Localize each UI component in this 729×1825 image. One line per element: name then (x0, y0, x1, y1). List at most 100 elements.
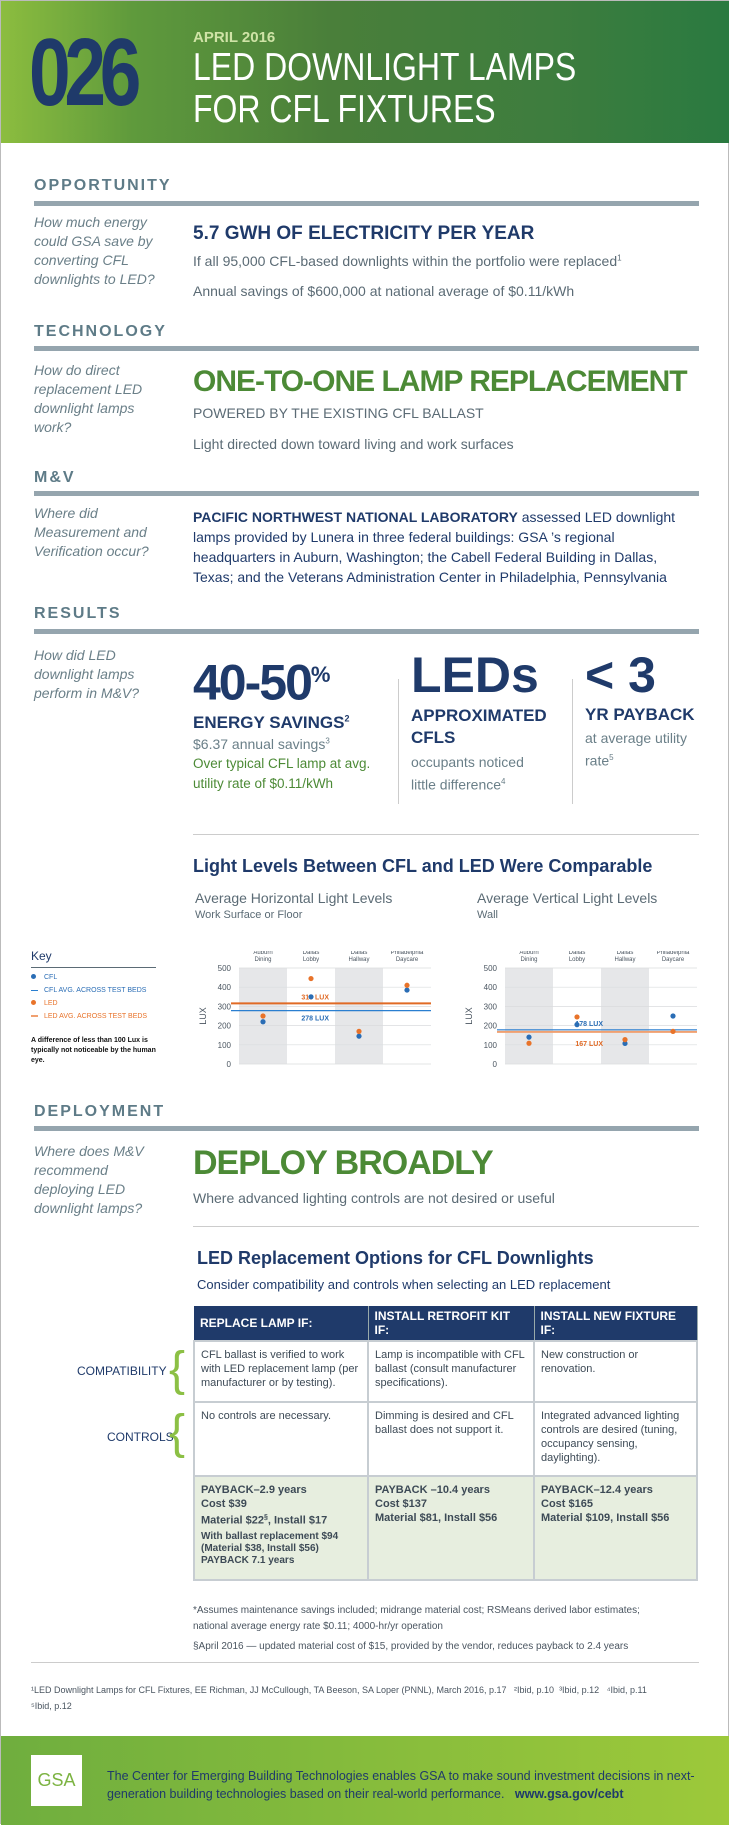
vertical-light-chart: AuburnDiningDallasLobbyDallasHallwayPhil… (464, 951, 697, 1069)
category-label: Lobby (303, 957, 319, 963)
chart1-subtitle: Work Surface or Floor (195, 909, 303, 921)
horizontal-light-chart: AuburnDiningDallasLobbyDallasHallwayPhil… (198, 951, 431, 1069)
category-band (335, 968, 383, 1064)
stat-energy-savings: 40-50% ENERGY SAVINGS2 $6.37 annual savi… (193, 649, 393, 794)
y-tick-label: 200 (218, 1022, 232, 1031)
y-tick-label: 100 (484, 1041, 498, 1050)
results-question: How did LED downlight lamps perform in M… (34, 647, 140, 701)
header-banner: 026 APRIL 2016 LED DOWNLIGHT LAMPS FOR CF… (1, 1, 729, 143)
row-label-compatibility: COMPATIBILITY (77, 1364, 167, 1378)
led-point (526, 1040, 532, 1046)
key-item: LED (44, 1000, 58, 1007)
average-label: 178 LUX (575, 1021, 603, 1028)
led-point (574, 1014, 580, 1020)
report-title: LED DOWNLIGHT LAMPS FOR CFL FIXTURES (193, 47, 685, 131)
stat-big: < 3 (585, 647, 656, 703)
technology-sub: POWERED BY THE EXISTING CFL BALLAST (193, 405, 484, 421)
category-label: Philadelphia (391, 951, 424, 956)
table-row-controls: No controls are necessary. Dimming is de… (193, 1401, 698, 1477)
section-rule (34, 491, 699, 496)
key-item: CFL (44, 974, 58, 981)
report-number: 026 (29, 19, 141, 126)
install: , Install $17 (267, 1514, 328, 1527)
opportunity-question: How much energy could GSA save by conver… (34, 214, 155, 287)
options-table: REPLACE LAMP IF: INSTALL RETROFIT KIT IF… (193, 1306, 698, 1581)
stat-line2: Over typical CFL lamp at avg. utility ra… (193, 755, 371, 791)
divider (193, 834, 699, 835)
brace-icon: { (169, 1406, 186, 1459)
y-axis-label: LUX (198, 1007, 208, 1025)
footnote-ref: 5 (609, 753, 614, 762)
line1-text: If all 95,000 CFL-based downlights withi… (193, 253, 618, 269)
table-cell: New construction or renovation. (533, 1340, 698, 1403)
led-line-icon (31, 1015, 38, 1018)
chart2-title: Average Vertical Light Levels (477, 890, 658, 906)
y-tick-label: 400 (218, 983, 232, 992)
category-label: Dining (254, 957, 271, 963)
chart2-subtitle: Wall (477, 909, 498, 921)
table-header-row: REPLACE LAMP IF: INSTALL RETROFIT KIT IF… (194, 1306, 698, 1341)
table-cell: PAYBACK–12.4 years Cost $165 Material $109… (533, 1475, 698, 1581)
divider (398, 679, 399, 804)
col-header: REPLACE LAMP IF: (194, 1306, 369, 1341)
key-item: CFL AVG. ACROSS TEST BEDS (44, 987, 147, 994)
footer-link[interactable]: www.gsa.gov/cebt (514, 1787, 624, 1801)
footer-text: The Center for Emerging Building Technol… (107, 1767, 707, 1803)
footnote-ref: 3 (325, 736, 330, 745)
chart1-title: Average Horizontal Light Levels (195, 890, 393, 906)
y-tick-label: 300 (484, 1002, 498, 1011)
gsa-logo: GSA (31, 1755, 82, 1806)
cfl-line-icon (31, 989, 38, 991)
stat-line1: at average utility rate (585, 730, 687, 769)
section-rule (34, 1126, 699, 1131)
average-label: 167 LUX (575, 1041, 603, 1048)
install: , Install $56 (610, 1512, 670, 1524)
opportunity-line2: Annual savings of $600,000 at national a… (193, 283, 575, 299)
section-mv: M&V (34, 469, 76, 486)
table-note-2: §April 2016 — updated material cost of $… (193, 1641, 629, 1652)
table-cell: Dimming is desired and CFL ballast does … (367, 1401, 535, 1477)
citation-line-1: ¹LED Downlight Lamps for CFL Fixtures, E… (31, 1685, 647, 1695)
y-tick-label: 0 (227, 1060, 232, 1069)
section-deployment: DEPLOYMENT (34, 1103, 166, 1120)
category-label: Auburn (253, 951, 272, 956)
chart-key: Key CFL CFL AVG. ACROSS TEST BEDS LED LE… (31, 949, 156, 1066)
cost: Cost $137 (375, 1498, 427, 1510)
mv-text: PACIFIC NORTHWEST NATIONAL LABORATORY as… (193, 507, 698, 587)
category-label: Daycare (662, 957, 685, 963)
opportunity-line1: If all 95,000 CFL-based downlights withi… (193, 253, 703, 269)
cost: Cost $39 (201, 1498, 247, 1510)
y-tick-label: 300 (218, 1002, 232, 1011)
technology-line: Light directed down toward living and wo… (193, 436, 514, 452)
category-label: Dallas (351, 951, 368, 956)
cfl-dot-icon (31, 974, 36, 979)
cfl-point (308, 994, 314, 1000)
y-axis-label: LUX (464, 1007, 474, 1025)
cfl-point (574, 1022, 580, 1028)
footer-statement: The Center for Emerging Building Technol… (107, 1769, 695, 1801)
cfl-point (260, 1019, 266, 1025)
led-point (356, 1028, 362, 1034)
footer: GSA The Center for Emerging Building Tec… (1, 1736, 729, 1825)
ballast-cost: With ballast replacement $94 (201, 1530, 339, 1542)
payback: PAYBACK–2.9 years (201, 1484, 307, 1496)
payback: PAYBACK –10.4 years (375, 1484, 490, 1496)
row-label-controls: CONTROLS (107, 1430, 174, 1444)
key-note: A difference of less than 100 Lux is typ… (31, 1037, 156, 1064)
deployment-sub: Where advanced lighting controls are not… (193, 1190, 555, 1206)
payback: PAYBACK–12.4 years (541, 1484, 653, 1496)
y-tick-label: 0 (493, 1060, 498, 1069)
key-title: Key (31, 949, 156, 968)
key-item: LED AVG. ACROSS TEST BEDS (44, 1013, 148, 1020)
cfl-point (622, 1040, 628, 1047)
mv-lead: PACIFIC NORTHWEST NATIONAL LABORATORY (193, 509, 518, 525)
material: Material $109 (541, 1512, 611, 1524)
section-rule (34, 346, 699, 351)
cfl-point (404, 987, 410, 993)
category-label: Dining (520, 957, 537, 963)
y-tick-label: 500 (484, 964, 498, 973)
cfl-point (526, 1034, 532, 1040)
category-label: Daycare (396, 957, 419, 963)
ballast-breakdown: (Material $38, Install $56) (201, 1542, 319, 1554)
footnote-ref: 2 (344, 713, 350, 723)
